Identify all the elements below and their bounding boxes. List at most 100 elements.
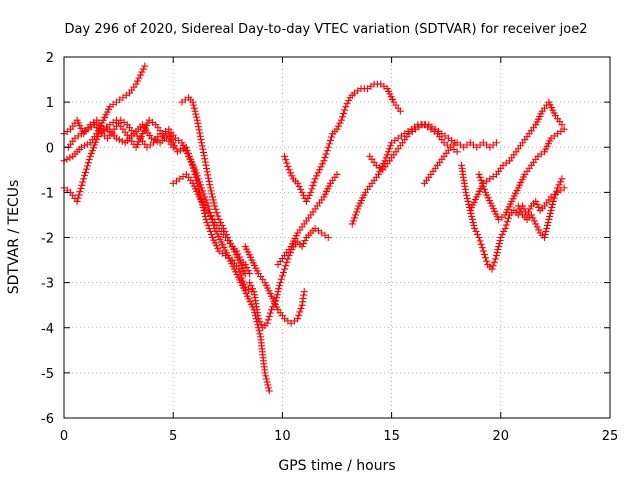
data-point-marker [278,272,286,280]
data-point-marker [255,327,263,335]
data-point-marker [491,255,499,263]
data-point-marker [543,224,551,232]
x-tick-label: 20 [493,429,510,444]
data-point-marker [324,143,332,151]
data-point-marker [558,175,566,183]
data-point-marker [295,311,303,319]
data-point-marker [207,230,215,238]
data-point-marker [201,155,209,163]
data-point-marker [333,125,341,133]
data-point-marker [141,62,149,70]
data-point-marker [532,220,540,228]
data-point-marker [234,250,242,258]
data-point-marker [317,163,325,171]
data-point-marker [138,68,146,76]
data-point-marker [74,194,82,202]
data-point-marker [524,208,532,216]
data-point-marker [112,134,120,142]
data-point-marker [246,279,254,287]
data-point-marker [196,132,204,140]
data-point-marker [206,181,214,189]
data-point-marker [326,136,334,144]
data-point-marker [204,174,212,182]
series-t13 [420,139,500,187]
data-point-marker [304,194,312,202]
data-point-marker [554,184,562,192]
data-point-marker [132,80,140,88]
data-point-marker [560,184,568,192]
data-point-marker [322,150,330,158]
data-point-marker [215,215,223,223]
data-point-marker [349,217,357,225]
data-point-marker [320,157,328,165]
series-t7 [246,224,332,332]
data-point-marker [533,200,541,208]
y-tick-label: -3 [41,277,54,292]
data-point-marker [202,215,210,223]
data-point-marker [336,119,344,127]
data-point-marker [294,315,302,323]
data-point-marker [480,185,488,193]
data-point-marker [298,188,306,196]
data-point-marker [334,122,342,130]
data-point-marker [243,264,251,272]
data-point-marker [387,142,395,150]
data-point-marker [246,270,254,278]
data-point-marker [201,158,209,166]
data-point-marker [526,205,534,213]
data-point-marker [502,221,510,229]
data-point-marker [225,237,233,245]
data-point-marker [202,161,210,169]
data-point-marker [209,196,217,204]
data-point-marker [264,316,272,324]
series-t1 [60,121,256,296]
data-point-marker [470,221,478,229]
x-tick-labels: 0 5 10 15 20 25 [60,429,618,444]
data-point-marker [197,181,204,189]
data-point-marker [549,197,557,205]
data-point-marker [217,218,225,226]
data-point-marker [247,282,255,290]
data-point-marker [263,378,271,386]
data-point-marker [199,148,207,156]
data-point-marker [546,209,554,217]
data-point-marker [314,169,322,177]
data-point-marker [284,162,292,170]
data-point-marker [453,148,461,156]
data-point-marker [153,137,161,145]
data-point-marker [316,166,324,174]
data-point-marker [313,172,321,180]
data-point-marker [147,134,155,142]
data-point-marker [203,168,211,176]
data-point-marker [384,148,392,156]
data-point-marker [198,139,206,147]
data-point-marker [321,153,329,161]
data-points [60,62,568,395]
data-point-marker [80,142,88,150]
data-point-marker [350,214,358,222]
data-point-marker [464,197,472,205]
x-axis-label: GPS time / hours [278,458,395,474]
data-point-marker [75,191,83,199]
data-point-marker [192,169,200,177]
data-point-marker [168,136,176,144]
x-tick-label: 25 [602,429,619,444]
data-point-marker [275,282,283,290]
data-point-marker [204,171,212,179]
data-point-marker [333,170,341,178]
data-point-marker [288,172,296,180]
data-point-marker [193,116,201,124]
data-point-marker [472,227,480,235]
data-point-marker [264,381,272,389]
data-point-marker [136,71,144,79]
data-point-marker [324,234,332,241]
data-point-marker [544,218,552,226]
data-point-marker [244,267,252,275]
data-point-marker [298,243,306,251]
data-point-marker [276,279,284,287]
data-point-marker [286,169,294,177]
data-point-marker [548,200,556,208]
data-point-marker [166,133,174,141]
data-point-marker [197,136,205,144]
data-point-marker [396,107,404,115]
